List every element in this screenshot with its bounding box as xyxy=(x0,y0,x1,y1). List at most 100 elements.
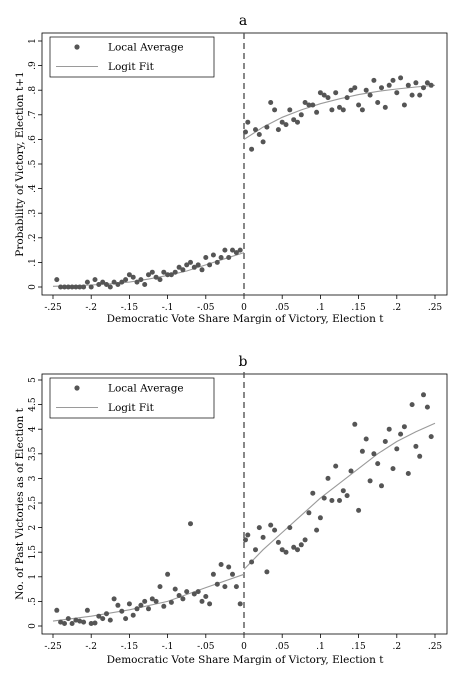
panel-a-local-average-point xyxy=(340,107,346,113)
panel-a-local-average-point xyxy=(371,77,377,83)
panel-b-local-average-point xyxy=(310,490,316,496)
panel-a-y-tick-label: .6 xyxy=(28,135,38,144)
panel-b-local-average-point xyxy=(65,616,71,622)
panel-b-local-average-point xyxy=(233,584,239,590)
panel-b-y-tick-label: 1 xyxy=(28,574,38,580)
panel-a-title: a xyxy=(239,13,247,29)
panel-a-y-tick-label: 0 xyxy=(28,284,38,290)
panel-a-local-average-point xyxy=(260,139,266,145)
panel-b-local-average-point xyxy=(356,507,362,513)
panel-a-local-average-point xyxy=(379,85,384,91)
panel-a-local-average-point xyxy=(73,284,79,290)
panel-a-local-average-point xyxy=(146,272,151,278)
panel-b-y-tick-label: 3 xyxy=(28,475,38,481)
panel-a-local-average-point xyxy=(142,282,148,287)
panel-b-local-average-point xyxy=(188,521,193,527)
panel-a-x-tick-label: -.25 xyxy=(44,303,62,313)
panel-b-local-average-point xyxy=(69,621,75,626)
panel-b-local-average-point xyxy=(191,591,197,597)
panel-b-x-tick-label: -.25 xyxy=(44,642,62,652)
panel-a-local-average-point xyxy=(111,279,117,285)
panel-a-local-average-point xyxy=(413,80,419,86)
panel-b-local-average-point xyxy=(272,527,278,533)
panel-a-y-tick-label: .9 xyxy=(28,61,38,70)
panel-b-local-average-point xyxy=(214,581,220,587)
panel-b-local-average-point xyxy=(394,446,400,452)
panel-b-local-average-point xyxy=(218,562,224,567)
panel-a-local-average-point xyxy=(363,87,369,93)
panel-b-x-tick-label: .25 xyxy=(428,642,443,652)
panel-b-local-average-point xyxy=(379,483,384,489)
panel-a-local-average-point xyxy=(352,85,358,91)
panel-b-legend-local-average: Local Average xyxy=(108,383,184,395)
panel-a-local-average-point xyxy=(268,100,274,105)
panel-a-local-average-point xyxy=(279,119,285,125)
panel-b-title: b xyxy=(239,354,248,370)
panel-a-x-tick-label: .2 xyxy=(393,303,402,313)
panel-b-local-average-point xyxy=(146,606,151,612)
panel-b-local-average-point xyxy=(268,522,274,528)
panel-b-legend: Local Average Logit Fit xyxy=(49,377,215,419)
panel-b-local-average-point xyxy=(264,569,270,575)
panel-a-local-average-point xyxy=(306,102,312,108)
panel-b-local-average-point xyxy=(88,621,94,626)
panel-b-local-average-point xyxy=(409,402,415,408)
panel-a-local-average-point xyxy=(256,132,262,137)
panel-a-local-average-point xyxy=(123,277,129,283)
panel-b-local-average-point xyxy=(382,439,388,444)
panel-b-local-average-point xyxy=(195,589,201,595)
panel-b-local-average-point xyxy=(138,602,144,608)
panel-a-local-average-point xyxy=(161,269,167,275)
panel-b-local-average-point xyxy=(256,525,262,531)
panel-b-local-average-point xyxy=(119,608,125,614)
panel-a-x-tick-label: -.15 xyxy=(121,303,139,313)
panel-a-local-average-point xyxy=(191,264,197,270)
panel-a-local-average-point xyxy=(348,87,354,93)
panel-a-local-average-point xyxy=(329,107,335,113)
panel-a-y-tick-label: .5 xyxy=(28,159,38,168)
panel-a-y-tick-label: .4 xyxy=(28,184,38,193)
panel-a-local-average-point xyxy=(317,90,323,96)
panel-b-logit-fit-line-left xyxy=(52,573,245,622)
panel-b-local-average-point xyxy=(375,461,381,467)
panel-a-y-tick-label: .8 xyxy=(28,86,38,95)
panel-a-legend-box xyxy=(49,36,215,78)
panel-b-y-tick-label: 5 xyxy=(28,377,38,383)
panel-a-legend: Local Average Logit Fit xyxy=(49,36,215,78)
panel-a-local-average-point xyxy=(58,284,64,290)
panel-a-local-average-point xyxy=(333,90,339,96)
panel-b-local-average-point xyxy=(287,525,293,531)
panel-b-local-average-point xyxy=(62,621,67,626)
panel-b-local-average-point xyxy=(417,453,423,459)
panel-a-local-average-point xyxy=(310,102,316,108)
panel-a-local-average-point xyxy=(409,92,415,98)
panel-a-x-tick-label: .25 xyxy=(428,303,443,313)
panel-b-local-average-point xyxy=(100,616,106,622)
panel-a-x-tick-label: .1 xyxy=(316,303,325,313)
panel-b-local-average-point xyxy=(348,468,354,474)
panel-b-local-average-point xyxy=(306,510,312,516)
panel-a-local-average-point xyxy=(130,274,136,280)
panel-b-y-tick-label: 4 xyxy=(28,426,38,432)
panel-b-local-average-point xyxy=(428,434,434,440)
panel-b-y-tick-label: .5 xyxy=(28,597,38,606)
panel-b-local-average-point xyxy=(81,619,87,625)
panel-a-local-average-point xyxy=(54,277,60,283)
panel-a-local-average-point xyxy=(394,90,400,96)
panel-a-local-average-point xyxy=(88,284,94,290)
panel-a-local-average-point xyxy=(275,127,281,133)
panel-b-local-average-point xyxy=(58,619,64,625)
panel-a-local-average-point xyxy=(81,284,87,290)
panel-a-local-average-point xyxy=(401,102,407,108)
panel-a-local-average-point xyxy=(176,264,182,270)
panel-b-local-average-point xyxy=(243,537,248,543)
panel-b-local-average-point xyxy=(180,596,186,602)
panel-a-x-tick-label: -.2 xyxy=(85,303,97,313)
panel-b-local-average-point xyxy=(54,607,60,613)
panel-b-local-average-point xyxy=(115,602,121,608)
panel-a-local-average-point xyxy=(295,119,300,125)
panel-b-local-average-point xyxy=(398,431,404,437)
panel-b-marks xyxy=(52,392,436,626)
panel-b-local-average-point xyxy=(222,584,228,590)
panel-a-local-average-point xyxy=(325,95,331,101)
